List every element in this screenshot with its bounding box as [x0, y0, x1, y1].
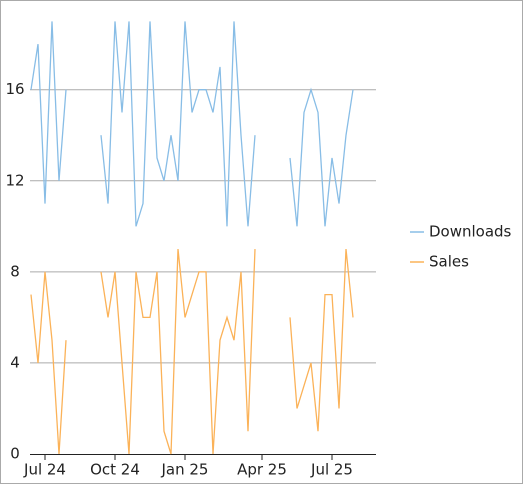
y-tick-label: 16 [5, 80, 24, 98]
x-tick-label: Jan 25 [161, 461, 209, 479]
x-tick-label: Jul 24 [23, 461, 66, 479]
legend-label: Sales [429, 253, 469, 271]
y-tick-label: 12 [5, 171, 24, 189]
x-tick-label: Oct 24 [90, 461, 140, 479]
series-line [30, 21, 354, 227]
legend-label: Downloads [429, 223, 512, 241]
y-tick-label: 8 [10, 262, 20, 280]
x-tick-label: Apr 25 [237, 461, 287, 479]
y-tick-label: 4 [10, 353, 20, 371]
y-tick-label: 0 [10, 445, 20, 463]
x-tick-label: Jul 25 [310, 461, 353, 479]
series-line [30, 249, 354, 455]
